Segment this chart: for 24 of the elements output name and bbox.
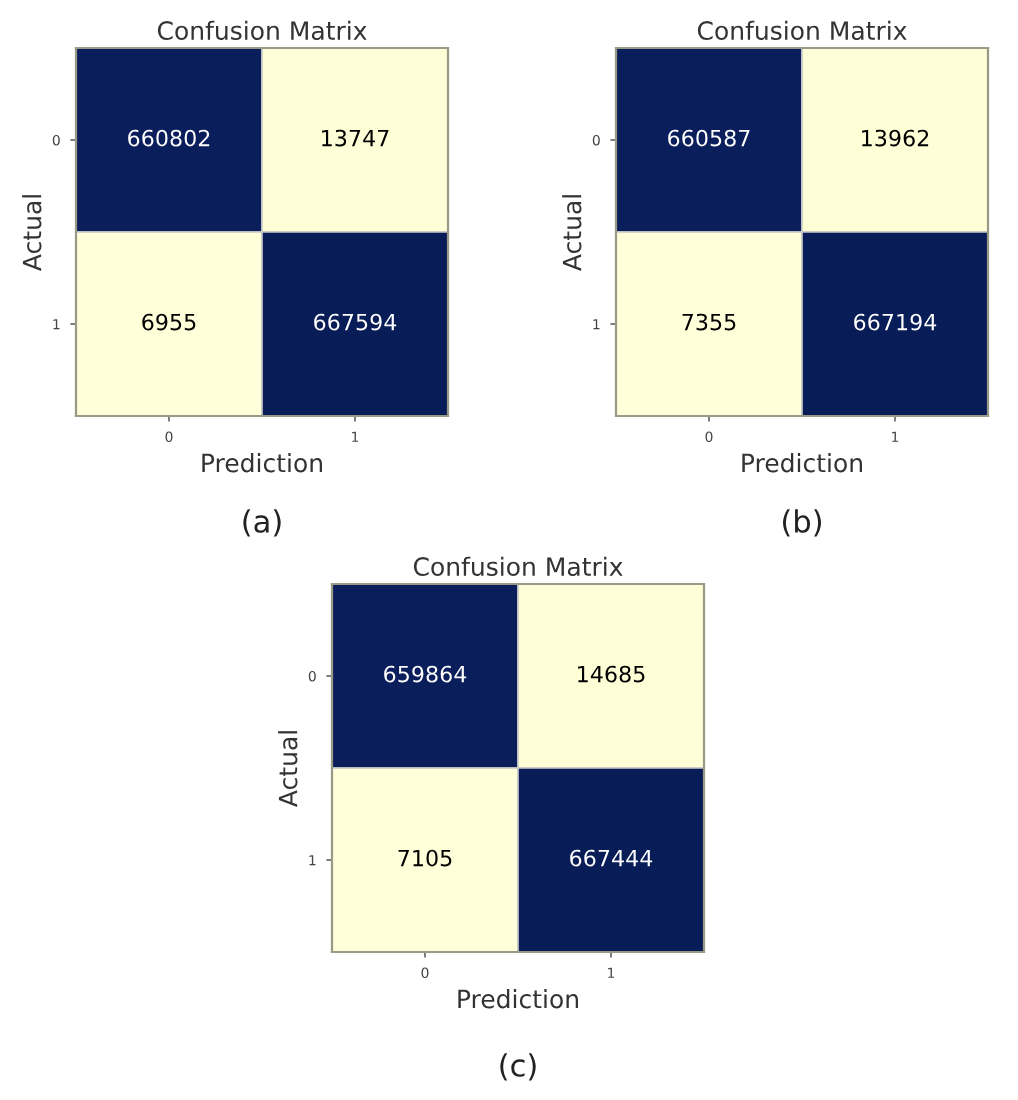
data-label: 667594: [314, 313, 397, 331]
data-label: 6955: [142, 313, 196, 331]
text: (b): [783, 509, 821, 537]
x-axis-title: Prediction: [202, 453, 322, 473]
chart-title: Confusion Matrix: [697, 20, 907, 41]
data-label: 667194: [854, 313, 937, 331]
data-label: 7105: [398, 849, 452, 867]
chart-title: Confusion Matrix: [413, 556, 623, 577]
y-axis-title: Actual: [562, 195, 582, 271]
data-label: 13747: [322, 129, 389, 147]
data-label: 13962: [862, 129, 929, 147]
chart-title: Confusion Matrix: [157, 20, 367, 41]
data-label: 7355: [682, 313, 736, 331]
text: (a): [243, 509, 281, 537]
text: (c): [500, 1053, 536, 1081]
data-label: 660587: [668, 129, 750, 147]
y-axis-title: Actual: [278, 731, 298, 807]
data-label: 14685: [578, 665, 645, 683]
y-axis-title: Actual: [22, 195, 42, 271]
data-label: 659864: [384, 665, 467, 683]
data-label: 660802: [128, 129, 210, 147]
data-label: 667444: [570, 849, 653, 867]
x-axis-title: Prediction: [742, 453, 862, 473]
x-axis-title: Prediction: [458, 989, 578, 1009]
